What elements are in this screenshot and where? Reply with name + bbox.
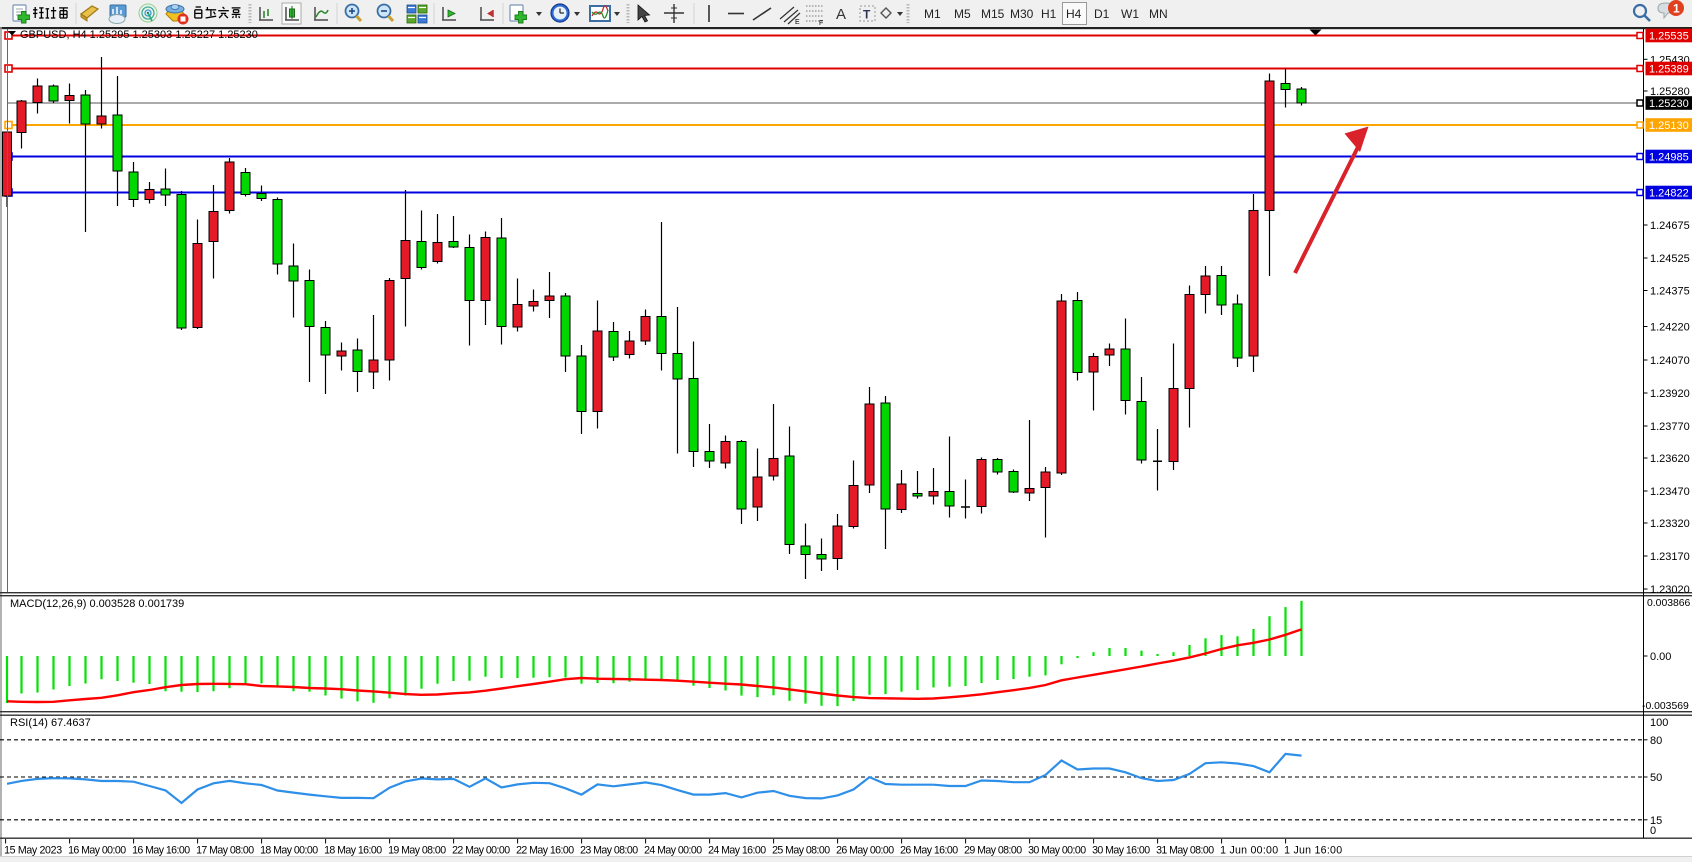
svg-text:18 May 00:00: 18 May 00:00 — [260, 845, 318, 857]
svg-text:17 May 08:00: 17 May 08:00 — [196, 845, 254, 857]
svg-text:T: T — [863, 8, 871, 22]
svg-text:1.25230: 1.25230 — [1649, 98, 1689, 110]
svg-text:30 May 00:00: 30 May 00:00 — [1028, 845, 1086, 857]
svg-text:15: 15 — [1650, 815, 1662, 827]
svg-text:1.24985: 1.24985 — [1649, 152, 1689, 164]
svg-text:19 May 08:00: 19 May 08:00 — [388, 845, 446, 857]
svg-text:1.24375: 1.24375 — [1650, 286, 1690, 298]
svg-text:16 May 16:00: 16 May 16:00 — [132, 845, 190, 857]
svg-text:29 May 08:00: 29 May 08:00 — [964, 845, 1022, 857]
svg-text:D1: D1 — [1094, 7, 1110, 21]
svg-text:26 May 00:00: 26 May 00:00 — [836, 845, 894, 857]
svg-text:18 May 16:00: 18 May 16:00 — [324, 845, 382, 857]
svg-text:1.24220: 1.24220 — [1650, 322, 1690, 334]
svg-text:1.24675: 1.24675 — [1650, 220, 1690, 232]
svg-text:1.23920: 1.23920 — [1650, 388, 1690, 400]
svg-text:1.24822: 1.24822 — [1649, 188, 1689, 200]
svg-text:16 May 00:00: 16 May 00:00 — [68, 845, 126, 857]
svg-text:80: 80 — [1650, 735, 1662, 747]
svg-text:1 Jun 00:00: 1 Jun 00:00 — [1220, 845, 1278, 857]
svg-text:100: 100 — [1650, 717, 1668, 729]
svg-text:24 May 16:00: 24 May 16:00 — [708, 845, 766, 857]
svg-text:1.25130: 1.25130 — [1649, 120, 1689, 132]
svg-text:1.25280: 1.25280 — [1650, 86, 1690, 98]
svg-text:A: A — [836, 6, 846, 23]
svg-text:F: F — [819, 20, 823, 27]
svg-text:1.23320: 1.23320 — [1650, 518, 1690, 530]
svg-text:W1: W1 — [1121, 7, 1139, 21]
svg-text:1.23170: 1.23170 — [1650, 551, 1690, 563]
svg-text:1.23770: 1.23770 — [1650, 421, 1690, 433]
svg-text:H1: H1 — [1041, 7, 1057, 21]
svg-text:1.24525: 1.24525 — [1650, 253, 1690, 265]
svg-text:RSI(14) 67.4637: RSI(14) 67.4637 — [10, 717, 91, 729]
svg-text:M30: M30 — [1010, 7, 1034, 21]
svg-text:GBPUSD, H4 1.25295 1.25303 1.: GBPUSD, H4 1.25295 1.25303 1.25227 1.252… — [20, 29, 258, 41]
svg-text:23 May 08:00: 23 May 08:00 — [580, 845, 638, 857]
svg-text:1.24070: 1.24070 — [1650, 355, 1690, 367]
svg-text:1: 1 — [1673, 2, 1680, 16]
svg-text:H4: H4 — [1066, 7, 1082, 21]
svg-text:22 May 00:00: 22 May 00:00 — [452, 845, 510, 857]
svg-text:M15: M15 — [981, 7, 1005, 21]
svg-text:1.23620: 1.23620 — [1650, 453, 1690, 465]
svg-text:22 May 16:00: 22 May 16:00 — [516, 845, 574, 857]
svg-text:0.00: 0.00 — [1650, 651, 1671, 663]
svg-text:24 May 00:00: 24 May 00:00 — [644, 845, 702, 857]
svg-text:0.003866: 0.003866 — [1647, 598, 1691, 609]
svg-text:M5: M5 — [954, 7, 971, 21]
svg-text:31 May 08:00: 31 May 08:00 — [1156, 845, 1214, 857]
svg-text:1 Jun 16:00: 1 Jun 16:00 — [1284, 845, 1342, 857]
svg-text:0: 0 — [1650, 825, 1656, 837]
svg-text:1.25389: 1.25389 — [1649, 64, 1689, 76]
svg-text:E: E — [795, 19, 800, 26]
svg-text:50: 50 — [1650, 772, 1662, 784]
svg-text:MN: MN — [1149, 7, 1168, 21]
svg-text:1.23020: 1.23020 — [1650, 584, 1690, 596]
svg-text:1.25535: 1.25535 — [1649, 31, 1689, 43]
svg-text:-0.003569: -0.003569 — [1642, 701, 1689, 712]
svg-text:25 May 08:00: 25 May 08:00 — [772, 845, 830, 857]
svg-text:30 May 16:00: 30 May 16:00 — [1092, 845, 1150, 857]
svg-text:MACD(12,26,9) 0.003528 0.00173: MACD(12,26,9) 0.003528 0.001739 — [10, 598, 184, 610]
svg-text:1.23470: 1.23470 — [1650, 486, 1690, 498]
svg-text:M1: M1 — [924, 7, 941, 21]
svg-text:15 May 2023: 15 May 2023 — [4, 845, 62, 857]
svg-text:26 May 16:00: 26 May 16:00 — [900, 845, 958, 857]
